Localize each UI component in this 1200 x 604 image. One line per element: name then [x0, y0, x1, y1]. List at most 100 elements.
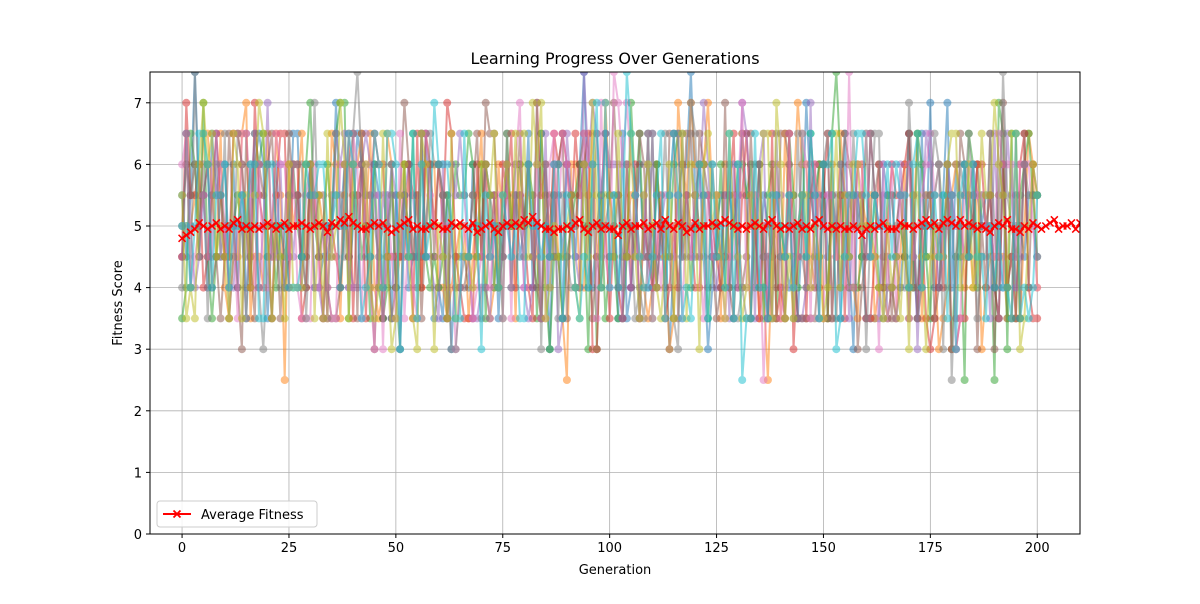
- individual-point: [947, 191, 956, 200]
- average-fitness-point: [387, 228, 396, 237]
- individual-point: [182, 98, 191, 107]
- individual-point: [276, 252, 285, 261]
- individual-point: [302, 160, 311, 169]
- individual-point: [866, 314, 875, 323]
- average-fitness-point: [1050, 215, 1059, 224]
- average-fitness-point: [319, 221, 328, 231]
- individual-point: [267, 160, 276, 169]
- individual-point: [285, 129, 293, 138]
- individual-point: [310, 191, 319, 200]
- individual-point: [259, 314, 268, 323]
- individual-point: [533, 283, 541, 292]
- average-fitness-point: [430, 218, 439, 227]
- average-fitness-point: [733, 225, 742, 234]
- average-fitness-point: [434, 221, 443, 231]
- individual-point: [635, 252, 644, 261]
- individual-point: [793, 129, 802, 138]
- average-fitness-point: [374, 221, 383, 231]
- average-fitness-point: [729, 221, 738, 231]
- individual-point: [721, 283, 730, 292]
- individual-point: [592, 345, 601, 354]
- individual-point: [182, 222, 191, 230]
- average-fitness-point: [520, 215, 529, 224]
- individual-point: [443, 160, 452, 169]
- average-fitness-point: [366, 221, 375, 231]
- average-fitness-point: [763, 218, 772, 227]
- average-fitness-point: [592, 218, 601, 227]
- average-fitness-point: [272, 225, 281, 234]
- individual-point: [631, 191, 640, 200]
- individual-point: [332, 191, 340, 200]
- average-fitness-point: [981, 225, 990, 234]
- individual-point: [225, 283, 234, 292]
- average-fitness-point: [443, 225, 452, 234]
- individual-point: [477, 345, 486, 354]
- individual-point: [468, 283, 477, 292]
- x-tick-label: 75: [494, 541, 511, 556]
- individual-point: [781, 314, 789, 323]
- individual-point: [562, 160, 571, 169]
- average-fitness-point: [703, 221, 713, 231]
- average-fitness-point: [742, 225, 751, 234]
- individual-point: [785, 191, 794, 200]
- average-fitness-point: [408, 225, 417, 234]
- individual-point: [849, 283, 858, 292]
- average-fitness-point: [391, 225, 400, 234]
- individual-point: [370, 345, 379, 354]
- individual-point: [609, 191, 618, 200]
- individual-point: [686, 72, 695, 76]
- average-fitness-point: [656, 225, 665, 234]
- individual-point: [853, 345, 862, 354]
- individual-point: [905, 345, 913, 354]
- individual-point: [203, 160, 212, 169]
- individual-point: [327, 252, 336, 261]
- y-tick-label: 6: [134, 158, 142, 173]
- individual-point: [1003, 283, 1012, 292]
- individual-point: [597, 283, 606, 292]
- individual-point: [438, 191, 447, 200]
- average-fitness-point: [567, 225, 576, 234]
- average-fitness-point: [776, 225, 785, 234]
- average-fitness-point: [584, 228, 593, 237]
- average-fitness-point: [404, 215, 413, 224]
- average-fitness-point: [225, 225, 234, 234]
- individual-point: [272, 129, 281, 138]
- individual-point: [943, 314, 952, 323]
- individual-point: [357, 314, 366, 323]
- average-fitness-point: [849, 221, 858, 231]
- individual-point: [793, 98, 802, 107]
- average-fitness-point: [712, 221, 721, 231]
- average-fitness-point: [708, 218, 717, 227]
- average-fitness-point: [652, 218, 661, 227]
- average-fitness-point: [934, 225, 943, 234]
- individual-point: [678, 314, 687, 323]
- average-fitness-point: [413, 221, 422, 231]
- individual-point: [387, 345, 396, 354]
- individual-point: [939, 191, 948, 200]
- average-fitness-point: [1067, 218, 1076, 227]
- individual-point: [806, 98, 815, 107]
- average-fitness-point: [939, 218, 948, 227]
- individual-point: [430, 345, 439, 354]
- average-fitness-point: [314, 218, 323, 227]
- individual-point: [413, 345, 422, 354]
- average-fitness-point: [212, 218, 221, 227]
- individual-point: [832, 345, 841, 354]
- individual-point: [686, 160, 695, 169]
- individual-point: [682, 252, 691, 261]
- individual-point: [537, 345, 546, 354]
- average-fitness-point: [344, 212, 353, 221]
- individual-point: [994, 314, 1003, 323]
- average-fitness-point: [870, 225, 879, 234]
- individual-point: [421, 252, 430, 261]
- average-fitness-point: [866, 221, 875, 231]
- individual-point: [862, 345, 871, 354]
- individual-point: [836, 314, 845, 323]
- average-fitness-point: [451, 221, 460, 231]
- average-fitness-point: [199, 221, 208, 231]
- individual-point: [990, 376, 999, 384]
- individual-point: [199, 98, 208, 107]
- individual-point: [370, 314, 379, 323]
- individual-point: [267, 314, 276, 323]
